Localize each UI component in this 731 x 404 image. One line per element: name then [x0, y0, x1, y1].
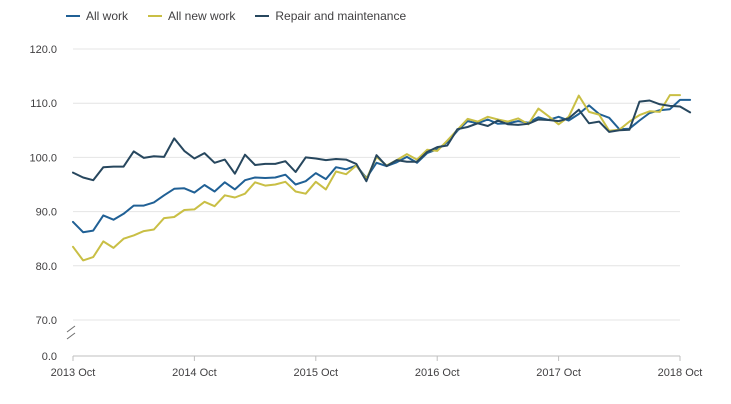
x-tick-label: 2013 Oct	[51, 367, 96, 379]
y-tick-label: 80.0	[36, 261, 57, 273]
legend-item-all-new-work[interactable]: All new work	[148, 9, 235, 23]
series-line-all-new-work	[72, 94, 681, 262]
legend-swatch-all-work	[66, 15, 80, 17]
y-tick-label: 0.0	[42, 351, 57, 363]
legend-item-all-work[interactable]: All work	[66, 9, 128, 23]
series-line-all-work	[72, 98, 692, 234]
y-tick-label: 120.0	[29, 44, 57, 56]
legend-label-all-new-work: All new work	[168, 9, 236, 23]
axis-break-mark	[66, 325, 76, 333]
y-tick-label: 70.0	[36, 315, 57, 327]
legend-label-all-work: All work	[86, 9, 129, 23]
legend-swatch-all-new-work	[148, 15, 163, 17]
x-tick-label: 2016 Oct	[415, 367, 460, 379]
x-tick-label: 2015 Oct	[293, 367, 338, 379]
legend-item-repair-and-maintenance[interactable]: Repair and maintenance	[255, 9, 406, 23]
legend-label-repair-and-maintenance: Repair and maintenance	[275, 9, 407, 23]
x-tick-label: 2018 Oct	[658, 367, 703, 379]
y-tick-label: 110.0	[30, 98, 57, 110]
series-line-repair-and-maintenance	[72, 99, 692, 183]
x-tick-label: 2017 Oct	[536, 367, 581, 379]
y-tick-label: 90.0	[36, 207, 57, 219]
x-tick-label: 2014 Oct	[172, 367, 217, 379]
y-tick-label: 100.0	[29, 152, 57, 164]
axis-break-mark	[66, 332, 76, 340]
chart-legend: All work All new work Repair and mainten…	[66, 9, 406, 23]
legend-swatch-repair-and-maintenance	[255, 15, 270, 17]
